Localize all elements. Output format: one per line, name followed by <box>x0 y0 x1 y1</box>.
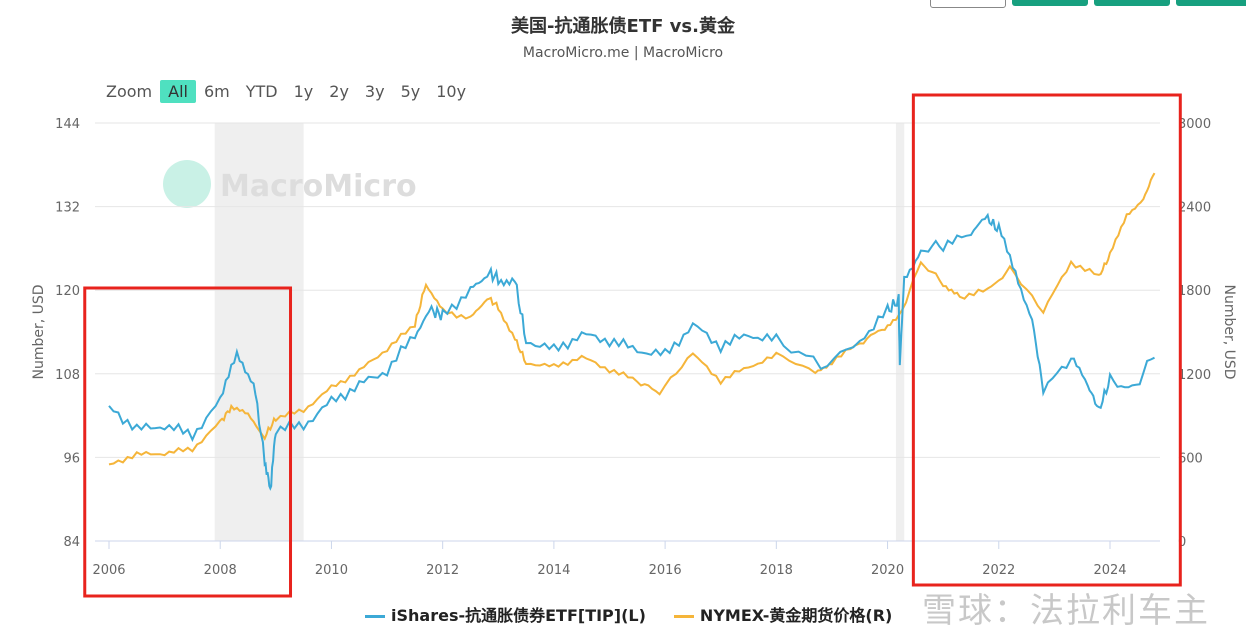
chart-subtitle: MacroMicro.me | MacroMicro <box>522 45 724 61</box>
zoom-YTD[interactable]: YTD <box>245 82 278 101</box>
macromicro-logo-icon <box>163 160 211 208</box>
x-tick: 2016 <box>649 563 682 578</box>
top-button-2[interactable] <box>1094 0 1170 6</box>
x-tick: 2012 <box>426 563 459 578</box>
zoom-5y[interactable]: 5y <box>400 82 421 101</box>
x-tick: 2022 <box>982 563 1015 578</box>
y-right-tick: 1200 <box>1178 368 1211 383</box>
y-left-tick: 84 <box>63 535 80 550</box>
y-right-tick: 600 <box>1178 451 1203 466</box>
recession-shade <box>214 123 304 541</box>
top-button-1[interactable] <box>1012 0 1088 6</box>
corner-watermark: 雪球：法拉利车主 <box>922 591 1210 631</box>
x-tick: 2024 <box>1093 563 1126 578</box>
y-left-tick: 108 <box>55 368 80 383</box>
annotation-box <box>911 93 1182 587</box>
zoom-1y[interactable]: 1y <box>293 82 314 101</box>
x-tick: 2008 <box>204 563 237 578</box>
y-right-tick: 0 <box>1178 535 1186 550</box>
top-button-outline[interactable] <box>930 0 1006 8</box>
zoom-2y[interactable]: 2y <box>329 82 349 101</box>
x-tick: 2018 <box>760 563 793 578</box>
legend: iShares-抗通胀债券ETF[TIP](L) NYMEX-黄金期货价格(R) <box>365 602 892 626</box>
zoom-selector: Zoom All 6m YTD 1y 2y 3y 5y 10y <box>98 80 474 103</box>
y-right-tick: 3000 <box>1178 117 1211 132</box>
series-tip-line <box>108 212 1155 491</box>
macromicro-watermark: MacroMicro <box>220 169 417 204</box>
zoom-3y[interactable]: 3y <box>364 82 385 101</box>
zoom-10y[interactable]: 10y <box>436 82 467 101</box>
zoom-All[interactable]: All <box>160 80 196 103</box>
y-left-tick: 132 <box>55 201 80 216</box>
chart-title: 美国-抗通胀债ETF vs.黄金 <box>511 16 735 37</box>
legend-item-tip[interactable]: iShares-抗通胀债券ETF[TIP](L) <box>365 602 646 626</box>
zoom-6m[interactable]: 6m <box>203 82 230 101</box>
y-left-tick: 96 <box>63 451 80 466</box>
y-left-label: Number, USD <box>31 284 47 379</box>
zoom-label: Zoom <box>106 82 153 101</box>
x-tick: 2006 <box>92 563 125 578</box>
annotation-box <box>83 286 293 598</box>
y-right-label: Number, USD <box>1221 284 1237 379</box>
x-tick: 2010 <box>315 563 348 578</box>
x-tick: 2020 <box>871 563 904 578</box>
y-left-tick: 120 <box>55 284 80 299</box>
legend-item-gold[interactable]: NYMEX-黄金期货价格(R) <box>673 602 892 626</box>
y-right-tick: 2400 <box>1178 201 1211 216</box>
y-left-tick: 144 <box>55 117 80 132</box>
top-button-3[interactable] <box>1176 0 1246 6</box>
y-right-tick: 1800 <box>1178 284 1211 299</box>
x-tick: 2014 <box>537 563 570 578</box>
series-gold-line <box>108 172 1156 466</box>
